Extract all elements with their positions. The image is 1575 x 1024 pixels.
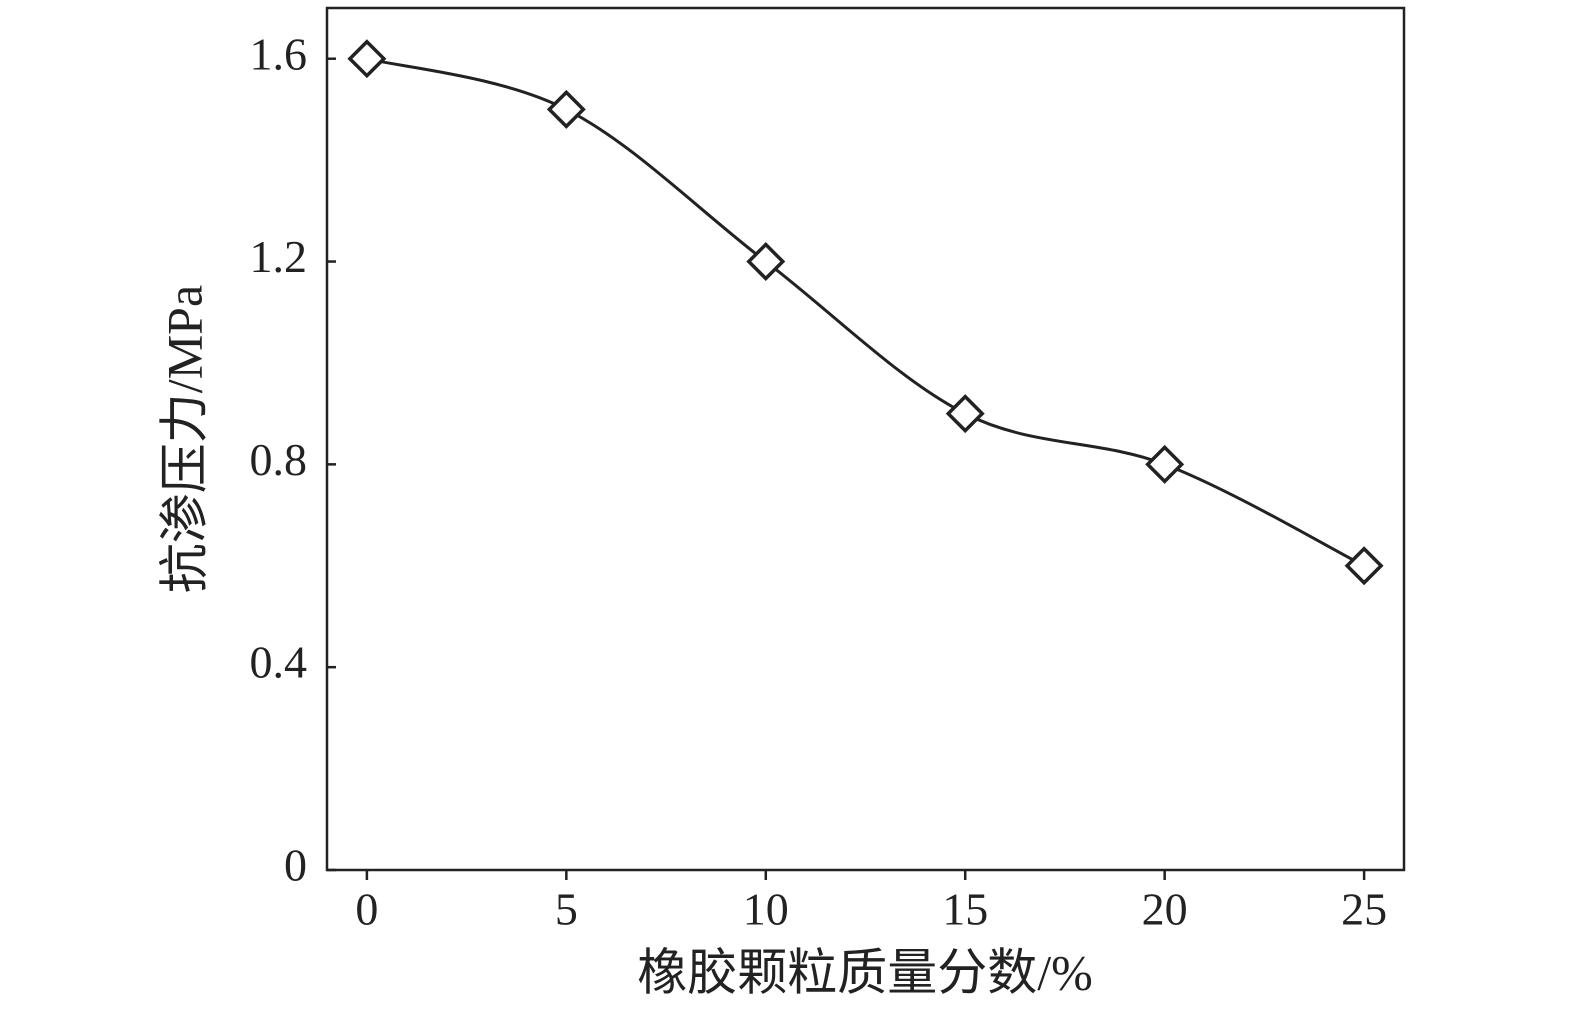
y-tick-label: 1.2 — [250, 231, 308, 282]
data-marker — [347, 39, 387, 79]
y-axis-label: 抗渗压力/MPa — [156, 285, 212, 593]
y-tick-label: 1.6 — [250, 28, 308, 79]
data-marker — [746, 242, 786, 282]
data-line — [366, 57, 1365, 568]
data-marker — [1145, 444, 1185, 484]
data-marker — [945, 394, 985, 434]
x-tick-label: 15 — [942, 884, 988, 935]
data-marker — [546, 89, 586, 129]
y-tick-label: 0.4 — [250, 637, 308, 688]
y-tick-label: 0 — [284, 840, 307, 891]
data-marker — [1344, 546, 1384, 586]
x-tick-label: 25 — [1341, 884, 1387, 935]
plot-frame — [325, 6, 1406, 872]
x-tick-label: 5 — [555, 884, 578, 935]
y-tick-label: 0.8 — [250, 434, 308, 485]
x-tick-label: 0 — [355, 884, 378, 935]
x-tick-label: 20 — [1142, 884, 1188, 935]
x-axis-label: 橡胶颗粒质量分数/% — [637, 944, 1093, 1000]
x-tick-label: 10 — [743, 884, 789, 935]
